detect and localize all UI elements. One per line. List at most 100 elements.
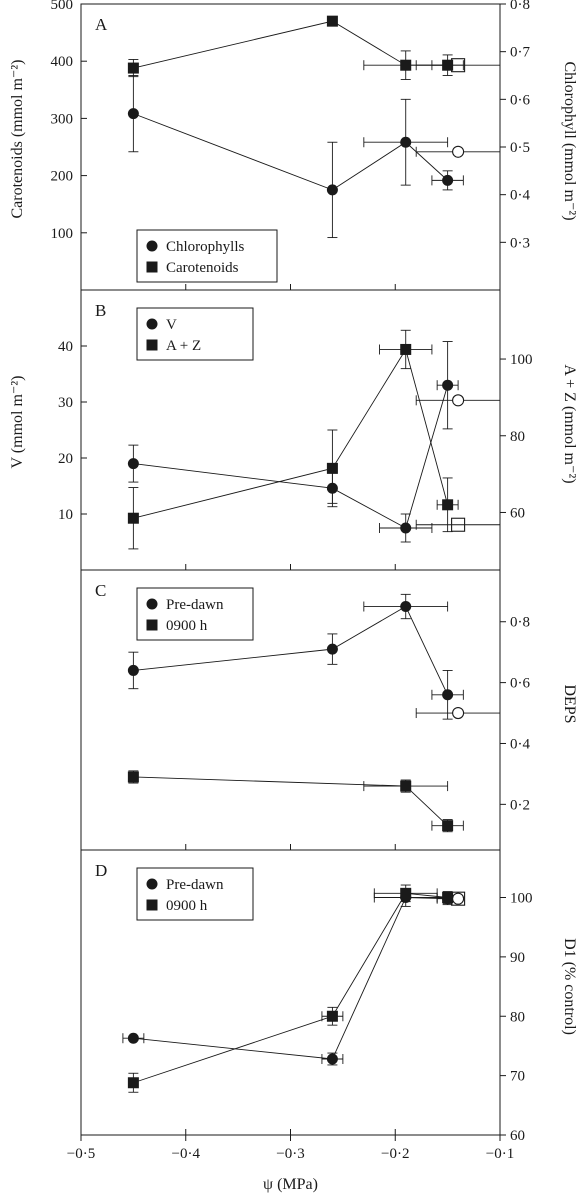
series-line (133, 348, 449, 519)
right-tick-label: 0·4 (510, 188, 530, 204)
panel-letter: D (95, 861, 107, 880)
left-tick-label: 10 (58, 507, 73, 523)
right-tick-label: 100 (510, 891, 533, 907)
data-point-square (127, 771, 139, 783)
legend: Chlorophylls Carotenoids (136, 229, 278, 283)
left-tick-label: 40 (58, 339, 73, 355)
legend-marker-circle (146, 240, 158, 252)
legend-label: Chlorophylls (166, 239, 245, 255)
series-line (133, 897, 448, 1060)
data-point-square (127, 1077, 139, 1089)
data-point-square (442, 820, 454, 832)
data-point-circle (326, 1053, 338, 1065)
left-tick-label: 100 (51, 226, 74, 242)
x-tick-label: −0·5 (67, 1146, 95, 1162)
data-point-circle (127, 108, 139, 120)
data-point-open-square (451, 891, 466, 906)
data-point-square (442, 892, 454, 903)
right-tick-label: 0·8 (510, 0, 530, 13)
right-axis-label: D1 (% control) (561, 938, 578, 1035)
right-tick-label: 60 (510, 505, 525, 521)
right-tick-label: 90 (510, 950, 525, 966)
right-tick-label: 0·3 (510, 235, 530, 251)
left-tick-label: 300 (51, 111, 74, 127)
legend-label: 0900 h (166, 618, 208, 634)
legend-box (136, 307, 254, 361)
data-point-square (127, 62, 139, 74)
data-point-circle (442, 379, 454, 391)
data-point-circle (400, 522, 412, 534)
right-tick-label: 80 (510, 1009, 525, 1025)
panel-b: B 10 20 30 40 V (mmol m⁻²) 60 80 100 A + Z (mmol … (9, 289, 578, 571)
legend-label: A + Z (166, 338, 201, 354)
data-point-open-circle (452, 706, 465, 720)
panel-letter: B (95, 301, 106, 320)
right-tick-label: 0·6 (510, 92, 530, 108)
panel-letter: A (95, 15, 108, 34)
x-tick-label: −0·2 (381, 1146, 409, 1162)
right-tick-label: 80 (510, 429, 525, 445)
left-axis-label: Carotenoids (mmol m⁻²) (9, 60, 26, 219)
data-point-circle (127, 1032, 139, 1044)
panel-a: A 100 200 300 400 500 Carotenoids (mmol m⁻²) 0·… (9, 0, 578, 291)
data-point-square (442, 59, 454, 71)
panel-c: C 0·2 0·4 0·6 0·8 DEPS Pre-dawn 0900 h (80, 569, 578, 851)
data-point-circle (442, 174, 454, 186)
left-tick-label: 400 (51, 54, 74, 70)
right-tick-label: 0·7 (510, 45, 530, 61)
data-point-square (400, 343, 412, 355)
series-line (133, 113, 448, 191)
legend-marker-circle (146, 878, 158, 890)
series-line (133, 892, 448, 1084)
left-axis-label: V (mmol m⁻²) (9, 376, 26, 469)
legend: Pre-dawn 0900 h (136, 587, 254, 641)
data-point-circle (127, 664, 139, 676)
data-point-circle (127, 458, 139, 470)
data-point-square (400, 59, 412, 71)
x-tick-label: −0·4 (172, 1146, 201, 1162)
legend-label: Pre-dawn (166, 597, 224, 613)
data-point-circle (442, 689, 454, 701)
data-point-square (442, 499, 454, 511)
right-tick-label: 0·4 (510, 736, 530, 752)
x-axis-label: ψ (MPa) (263, 1176, 318, 1193)
data-point-square (326, 1010, 338, 1022)
data-point-circle (326, 643, 338, 655)
data-point-circle (400, 601, 412, 613)
data-point-circle (326, 482, 338, 494)
right-tick-label: 60 (510, 1128, 525, 1144)
right-axis-label: Chlorophyll (mmol m⁻²) (561, 61, 578, 220)
left-tick-label: 500 (51, 0, 74, 13)
data-point-open-circle (452, 394, 465, 407)
right-tick-label: 70 (510, 1069, 525, 1085)
legend-box (136, 867, 254, 921)
data-point-circle (400, 136, 412, 148)
legend-label: 0900 h (166, 898, 208, 914)
legend: V A + Z (136, 307, 254, 361)
panel-d: D 60 70 80 90 100 D1 (% control) −0·5 −0·4 −0·3 −0… (67, 849, 578, 1193)
right-tick-label: 0·5 (510, 140, 530, 156)
legend-label: Carotenoids (166, 260, 239, 276)
data-point-open-circle (452, 892, 465, 905)
series-line (133, 385, 449, 529)
right-axis-label: DEPS (561, 684, 578, 723)
data-point-square (326, 462, 338, 474)
series-line (133, 605, 449, 695)
x-tick-label: −0·1 (486, 1146, 514, 1162)
legend-marker-circle (146, 318, 158, 330)
data-point-square (326, 15, 338, 27)
panel-letter: C (95, 581, 106, 600)
right-tick-label: 0·6 (510, 676, 530, 692)
data-point-square (400, 887, 412, 899)
left-tick-label: 200 (51, 169, 74, 185)
legend-box (136, 229, 278, 283)
legend-marker-circle (146, 598, 158, 610)
data-point-square (400, 780, 412, 792)
legend: Pre-dawn 0900 h (136, 867, 254, 921)
left-tick-label: 30 (58, 395, 73, 411)
data-point-open-circle (452, 145, 465, 158)
legend-marker-square (146, 261, 158, 273)
right-tick-label: 100 (510, 352, 533, 368)
right-tick-label: 0·2 (510, 797, 530, 813)
